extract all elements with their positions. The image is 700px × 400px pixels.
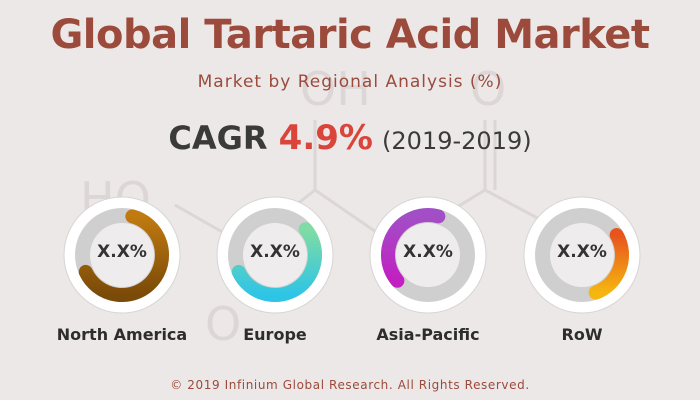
cagr-period: (2019-2019) xyxy=(382,127,532,155)
donut-graphic xyxy=(216,196,334,314)
donut-graphic xyxy=(63,196,181,314)
cagr-label: CAGR xyxy=(168,119,268,157)
copyright-footer: © 2019 Infinium Global Research. All Rig… xyxy=(170,378,530,392)
donut-arc-asia-pacific xyxy=(381,208,446,288)
donut-graphic xyxy=(523,196,641,314)
region-donut-chart: X.X% North America X.X% Europe X.X% Asia… xyxy=(0,195,700,355)
cagr-line: CAGR 4.9% (2019-2019) xyxy=(0,118,700,158)
chart-subtitle: Market by Regional Analysis (%) xyxy=(197,72,503,92)
region-label: Asia-Pacific xyxy=(376,325,480,344)
donut-value: X.X% xyxy=(403,242,453,262)
region-label: RoW xyxy=(561,325,603,344)
donut-value: X.X% xyxy=(250,242,300,262)
donut-arc-row xyxy=(588,228,629,300)
donut-arc-europe xyxy=(231,222,322,302)
chart-title: Global Tartaric Acid Market xyxy=(50,12,650,58)
donut-asia-pacific: X.X% Asia-Pacific xyxy=(368,195,488,344)
donut-europe: X.X% Europe xyxy=(215,195,335,344)
donut-graphic xyxy=(369,196,487,314)
donut-row: X.X% RoW xyxy=(522,195,642,344)
region-label: North America xyxy=(56,325,188,344)
region-label: Europe xyxy=(243,325,307,344)
donut-arc-north-america xyxy=(78,209,169,302)
svg-text:O: O xyxy=(470,62,506,116)
donut-value: X.X% xyxy=(557,242,607,262)
svg-text:O: O xyxy=(205,297,241,351)
svg-text:OH: OH xyxy=(300,62,371,116)
cagr-value: 4.9% xyxy=(278,118,373,158)
donut-value: X.X% xyxy=(97,242,147,262)
donut-north-america: X.X% North America xyxy=(57,195,187,344)
